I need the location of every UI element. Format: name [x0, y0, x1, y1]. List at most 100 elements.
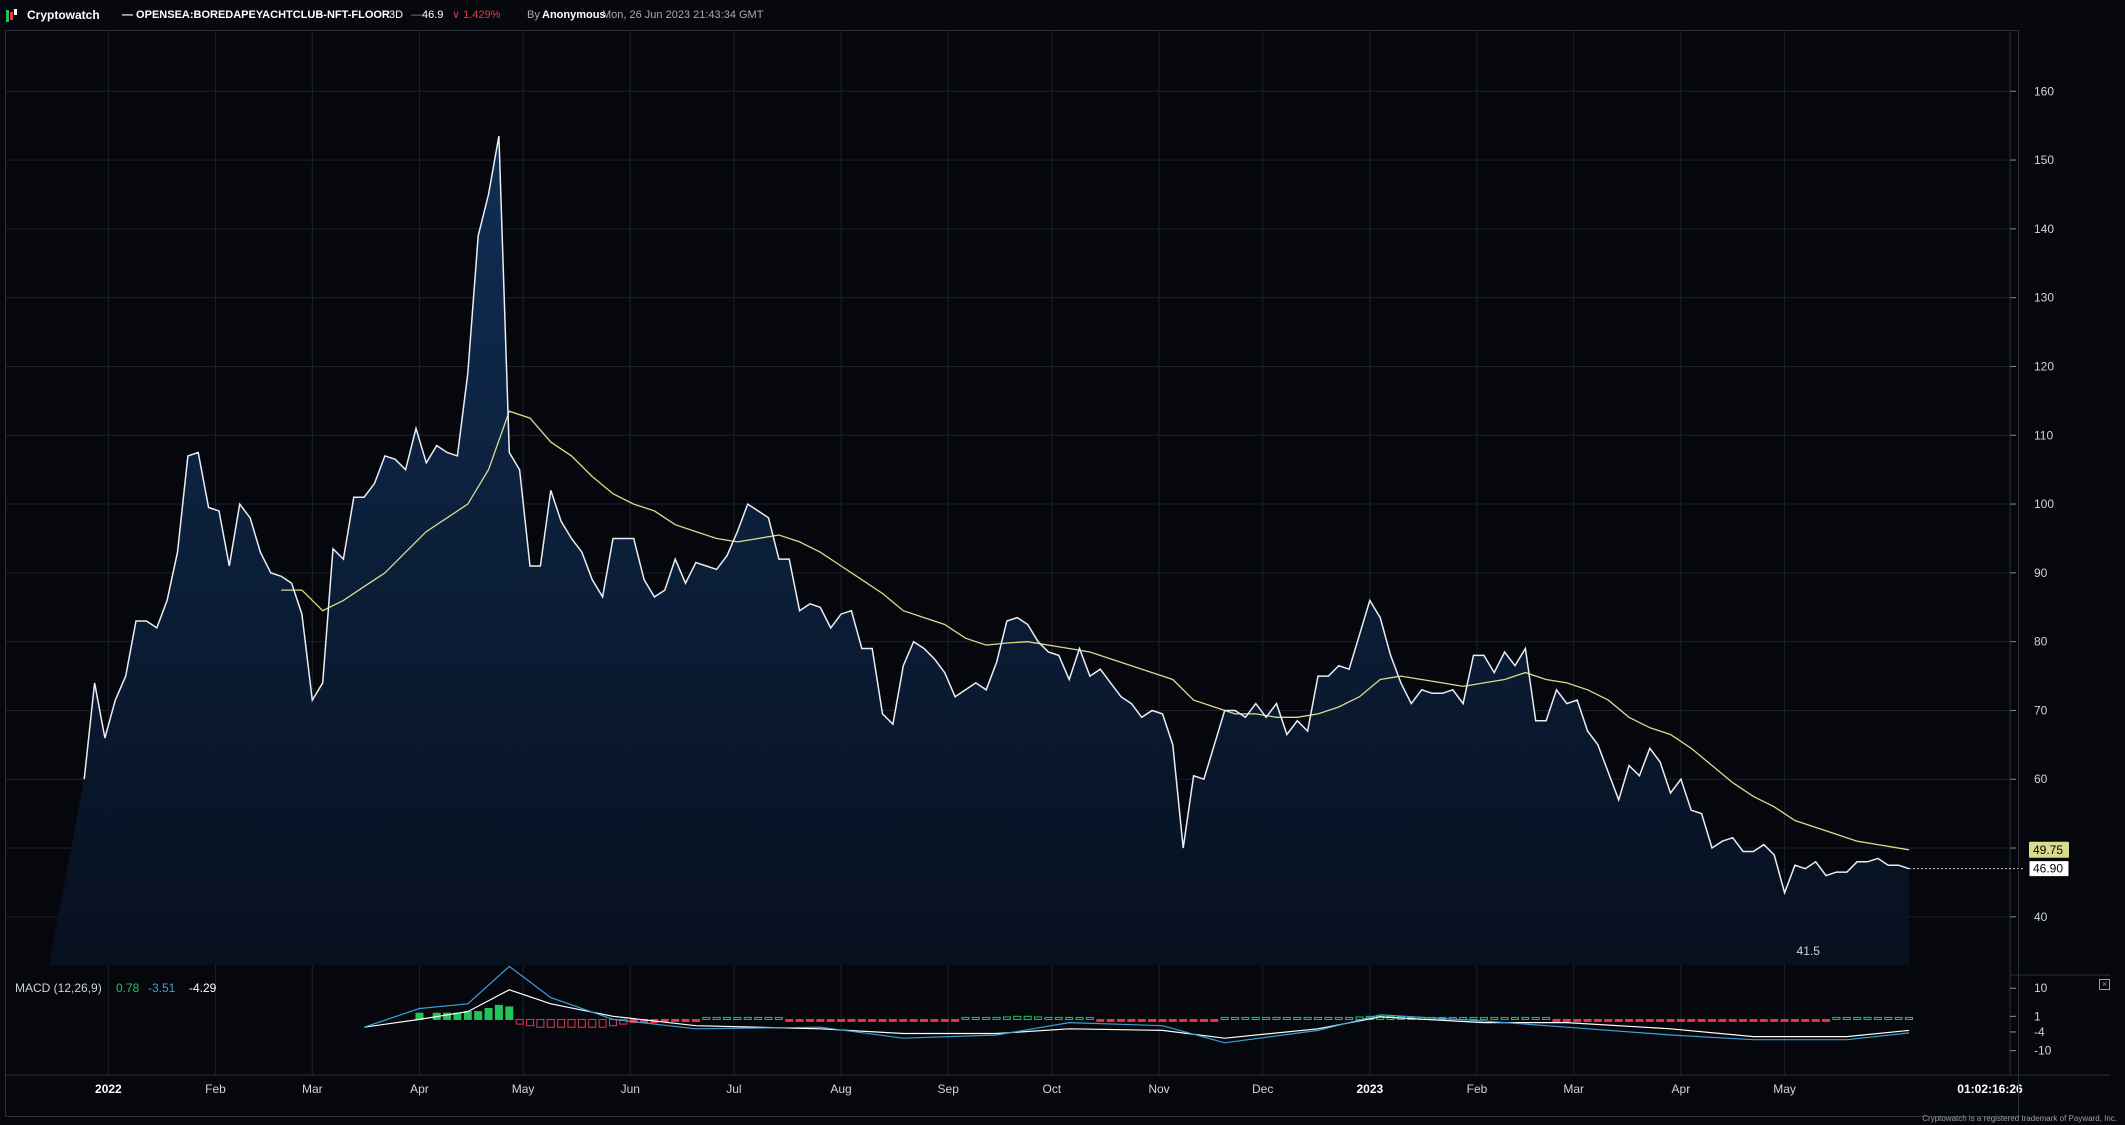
macd-histogram-bar [1189, 1018, 1198, 1022]
macd-histogram-bar [857, 1018, 866, 1022]
time-axis-label: 2023 [1356, 1082, 1383, 1096]
macd-histogram-bar [1148, 1018, 1157, 1022]
macd-histogram-bar [443, 1012, 452, 1020]
macd-histogram-bar [1334, 1016, 1343, 1020]
price-axis-label: 120 [2034, 359, 2054, 373]
macd-histogram-bar [1324, 1016, 1333, 1020]
last-price-badge [2028, 860, 2070, 878]
ma-value-label: 49.75 [2033, 843, 2063, 857]
macd-histogram-bar [1842, 1016, 1851, 1020]
timeframe-label: 3D [389, 9, 404, 21]
macd-histogram-bar [660, 1018, 669, 1022]
price-axis-label: 90 [2034, 566, 2048, 580]
macd-histogram-bar [681, 1018, 690, 1022]
macd-histogram-bar [1293, 1016, 1302, 1020]
macd-histogram-bar [1262, 1016, 1271, 1020]
macd-histogram-bar [899, 1018, 908, 1022]
macd-histogram-bar [1811, 1018, 1820, 1022]
time-axis-label: Jun [621, 1082, 640, 1096]
price-axis-label: 60 [2034, 772, 2048, 786]
macd-histogram-bar [1718, 1018, 1727, 1022]
macd-histogram-bar [1614, 1018, 1623, 1022]
macd-histogram-bar [1065, 1016, 1074, 1020]
time-axis-label: Mar [1563, 1082, 1584, 1096]
macd-histogram-bar [1573, 1018, 1582, 1022]
macd-histogram-bar [546, 1018, 555, 1028]
macd-histogram-bar [920, 1018, 929, 1022]
last-price: 46.9 [422, 9, 444, 21]
macd-histogram-bar [598, 1018, 607, 1028]
macd-histogram-bar [1904, 1016, 1913, 1020]
macd-histogram-bar [1272, 1016, 1281, 1020]
macd-legend-macd: -4.29 [189, 981, 217, 995]
macd-histogram-bar [712, 1016, 721, 1020]
macd-histogram-bar [940, 1018, 949, 1022]
macd-histogram-bar [557, 1018, 566, 1028]
price-chart[interactable]: 405060708090100110120130140150160 101-4-… [0, 30, 2125, 1117]
macd-histogram-bar [1656, 1018, 1665, 1022]
macd-histogram-bar [754, 1016, 763, 1020]
macd-histogram-bar [1739, 1018, 1748, 1022]
low-value-annotation: 41.5 [1797, 944, 1821, 958]
macd-histogram-bar [526, 1018, 535, 1027]
macd-histogram-bar [1645, 1018, 1654, 1022]
macd-histogram-bar [1583, 1018, 1592, 1022]
macd-histogram-bar [1054, 1016, 1063, 1020]
macd-histogram-bar [1780, 1018, 1789, 1022]
macd-histogram-bar [847, 1018, 856, 1022]
macd-histogram-bar [1210, 1018, 1219, 1022]
macd-histogram-bar [474, 1011, 483, 1020]
macd-histogram-bar [1801, 1018, 1810, 1022]
macd-histogram-bar [764, 1016, 773, 1020]
macd-histogram-bar [1013, 1015, 1022, 1020]
macd-histogram-bar [1770, 1018, 1779, 1022]
macd-legend-signal: -3.51 [148, 981, 176, 995]
macd-histogram-bar [1759, 1018, 1768, 1022]
macd-histogram-bar [536, 1018, 545, 1028]
macd-histogram-bar [785, 1018, 794, 1022]
time-axis[interactable]: 2022 Feb Mar Apr May Jun Jul Aug Sep Oct Nov Dec 202… [6, 1074, 2110, 1096]
macd-axis-label: 1 [2034, 1009, 2041, 1023]
macd-histogram-bar [743, 1016, 752, 1020]
macd-histogram-bar [577, 1018, 586, 1028]
price-axis-label: 150 [2034, 153, 2054, 167]
separator-dash: — [411, 9, 422, 21]
author-name: Anonymous [542, 9, 606, 21]
macd-histogram-bar [1552, 1018, 1561, 1022]
time-axis-label: 01:02:16:26 [1957, 1082, 2023, 1096]
macd-histogram-bar [1313, 1016, 1322, 1020]
time-axis-label: Apr [410, 1082, 429, 1096]
macd-histogram-bar [1635, 1018, 1644, 1022]
macd-histogram-bar [971, 1016, 980, 1020]
macd-histogram-bar [733, 1016, 742, 1020]
macd-histogram-bar [1894, 1016, 1903, 1020]
macd-histogram-bar [1790, 1018, 1799, 1022]
macd-histogram-bar [1832, 1016, 1841, 1020]
time-axis-label: Nov [1148, 1082, 1169, 1096]
macd-histogram-bar [1676, 1018, 1685, 1022]
macd-histogram-bar [826, 1018, 835, 1022]
close-pane-icon[interactable]: × [2099, 979, 2110, 990]
by-label: By [527, 9, 540, 21]
cryptowatch-logo-icon [6, 9, 17, 22]
macd-histogram-bar [1116, 1018, 1125, 1022]
time-axis-label: Feb [1467, 1082, 1488, 1096]
macd-histogram-bar [1666, 1018, 1675, 1022]
market-pair-label: — OPENSEA:BOREDAPEYACHTCLUB-NFT-FLOOR [122, 9, 390, 21]
macd-histogram-bar [723, 1016, 732, 1020]
macd-histogram-bar [515, 1018, 524, 1025]
macd-histogram-bar [494, 1004, 503, 1020]
macd-histogram-bar [888, 1018, 897, 1022]
macd-histogram-bar [1687, 1018, 1696, 1022]
macd-histogram-bar [1822, 1018, 1831, 1022]
time-axis-label: Mar [302, 1082, 323, 1096]
macd-histogram-bar [1469, 1016, 1478, 1020]
macd-histogram-bar [1697, 1018, 1706, 1022]
time-axis-label: Jul [726, 1082, 741, 1096]
macd-pane [363, 965, 1913, 1044]
last-price-label: 46.90 [2033, 862, 2063, 876]
macd-histogram-bar [1241, 1016, 1250, 1020]
macd-histogram-bar [1884, 1016, 1893, 1020]
macd-line [364, 989, 1910, 1039]
time-axis-label: May [512, 1082, 535, 1096]
